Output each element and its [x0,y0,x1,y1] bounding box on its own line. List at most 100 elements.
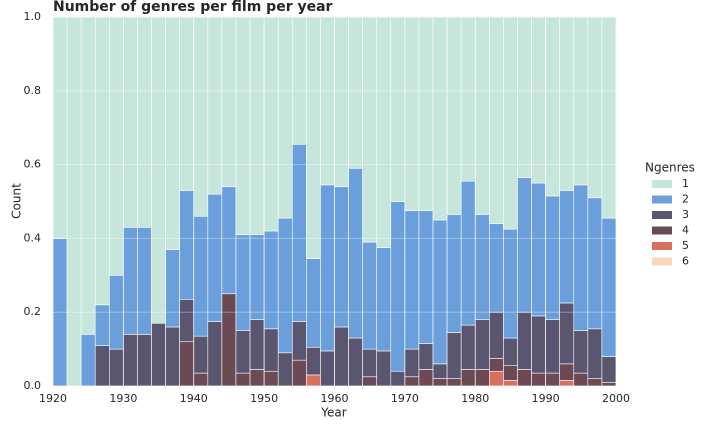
bar-segment [390,16,406,202]
bar-segment [151,322,166,387]
bar-segment [460,324,476,370]
bar-segment [348,16,363,169]
bar-segment [235,16,251,236]
bar-segment [587,328,603,379]
bar-segment [545,372,560,387]
bar-segment [474,319,490,370]
bar-segment [390,370,406,387]
bar-segment [291,321,307,361]
legend-swatch [652,211,672,219]
bar-segment [503,337,518,367]
y-tick-label: 0.6 [24,158,42,171]
bar-segment [376,350,392,387]
bar-segment [221,293,237,387]
bar-segment [123,334,138,387]
bar-segment [348,337,363,387]
bar-segment [94,345,110,387]
bar-segment [559,190,575,304]
x-axis-label: Year [320,406,346,420]
bar-segment [263,230,279,330]
bar-segment [489,370,504,387]
bar-segment [263,16,279,232]
bar-segment [362,241,378,350]
x-tick-label: 1920 [39,392,67,405]
bar-segment [165,249,180,328]
bar-segment [235,372,251,387]
bar-segment [52,16,68,239]
bar-segment [474,214,490,320]
bar-segment [334,186,349,328]
bar-segment [587,16,603,199]
x-tick-label: 1960 [321,392,349,405]
bar-segment [489,358,504,372]
bar-segment [291,359,307,387]
bar-segment [263,328,279,372]
bar-segment [207,321,223,387]
bar-segment [320,350,335,387]
bar-segment [123,227,138,335]
bar-segment [418,369,434,387]
bar-segment [193,215,209,337]
y-tick-label: 0.0 [24,379,42,392]
bar-segment [277,16,293,219]
bar-segment [432,378,448,387]
bar-segment [390,201,406,372]
bar-segment [193,16,209,217]
y-tick-label: 1.0 [24,10,42,23]
bar-segment [503,380,518,387]
legend-title: Ngenres [645,161,695,175]
bar-segment [587,197,603,330]
bar-segment [517,311,532,370]
bar-segment [249,369,265,387]
legend-label: 2 [682,193,689,206]
bar-segment [362,348,378,378]
bar-segment [249,234,265,320]
bar-segment [531,315,546,374]
bar-segment [165,326,180,387]
bar-segment [418,16,434,212]
x-tick-label: 1950 [250,392,278,405]
bar-segment [418,210,434,344]
bar-segment [489,223,504,313]
bar-segment [517,177,532,313]
bar-segment [517,369,532,387]
bar-segment [503,365,518,381]
bar-segment [446,332,462,379]
bar-segment [573,184,589,331]
bar-segment [334,16,349,188]
bar-segment [446,214,462,333]
x-tick-label: 1970 [391,392,419,405]
bar-segment [601,16,617,219]
bar-segment [474,16,490,215]
bar-segment [249,16,265,236]
y-tick-label: 0.4 [24,231,42,244]
y-tick-label: 0.2 [24,305,42,318]
bar-segment [376,247,392,352]
bar-segment [207,193,223,322]
legend-swatch [652,226,672,235]
bar-segment [235,330,251,374]
bar-segment [460,369,476,387]
bar-segment [362,16,378,243]
bar-segment [263,370,279,387]
bar-segment [446,16,462,215]
legend-label: 4 [682,224,689,237]
bar-segment [320,184,335,352]
bar-segment [474,369,490,387]
bar-segment [601,382,617,387]
bar-segment [179,190,195,300]
y-axis-label: Count [10,183,24,219]
bar-segment [320,16,335,186]
bar-segment [277,352,293,387]
x-tick-label: 1940 [180,392,208,405]
bar-segment [306,346,321,376]
bar-segment [80,16,96,335]
bar-segment [573,330,589,374]
bar-segment [109,348,124,387]
bar-segment [94,16,110,306]
bar-segment [80,334,96,387]
legend-swatch [652,180,672,188]
bar-segment [517,16,532,178]
bar-segment [291,144,307,322]
